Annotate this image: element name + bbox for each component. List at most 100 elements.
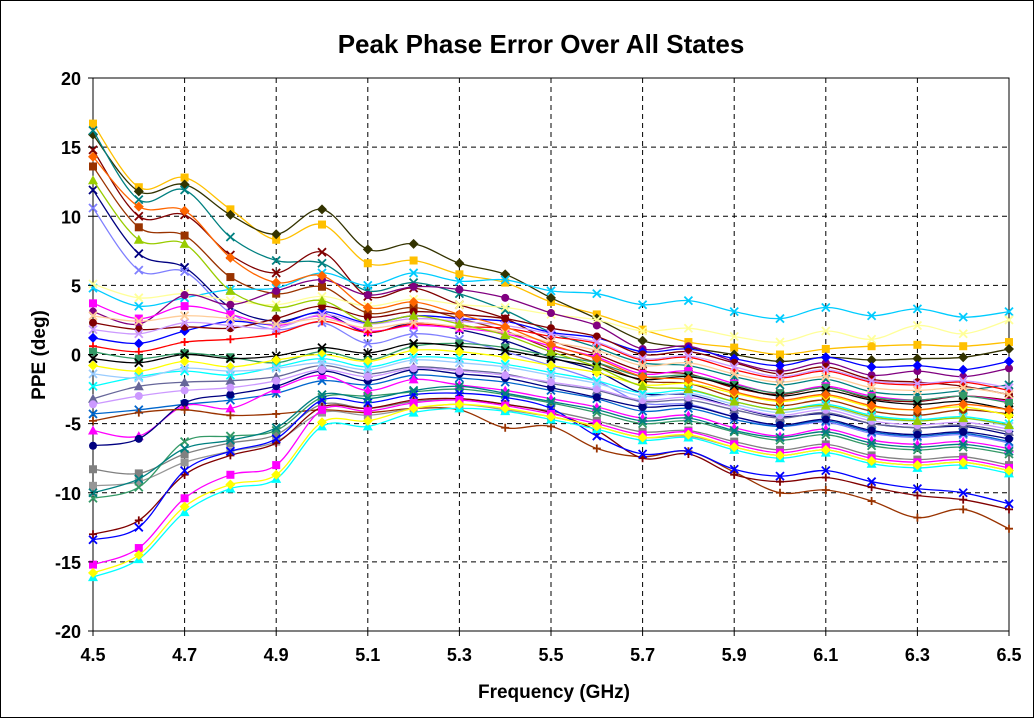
x-tick-label: 6.5: [996, 645, 1021, 665]
data-point: [180, 302, 189, 311]
data-point: [363, 338, 373, 349]
data-point: [729, 307, 739, 317]
x-tick-label: 5.1: [355, 645, 380, 665]
data-point: [179, 363, 190, 373]
data-point: [363, 348, 373, 358]
data-point: [317, 204, 327, 215]
data-point: [958, 329, 968, 339]
series-10: [89, 275, 1013, 381]
chart-title: Peak Phase Error Over All States: [338, 29, 745, 59]
data-point: [409, 256, 418, 265]
data-point: [501, 343, 510, 352]
data-point: [1004, 315, 1014, 325]
data-point: [592, 431, 602, 441]
data-point: [409, 303, 418, 312]
data-point: [547, 324, 555, 333]
data-point: [500, 403, 511, 414]
data-point: [89, 530, 97, 539]
data-point: [363, 309, 372, 318]
data-point: [363, 394, 373, 404]
data-point: [88, 567, 98, 578]
y-axis-label: PPE (deg): [29, 310, 50, 400]
data-point: [591, 353, 602, 364]
data-point: [272, 376, 281, 385]
data-point: [88, 311, 98, 321]
data-point: [867, 393, 876, 402]
data-point: [408, 374, 419, 384]
data-point: [637, 326, 648, 336]
data-point: [546, 396, 556, 407]
data-point: [180, 405, 189, 414]
data-point: [362, 385, 373, 395]
data-point: [684, 353, 693, 362]
data-point: [592, 385, 601, 394]
data-point: [501, 293, 510, 302]
data-point: [409, 282, 418, 291]
data-point: [88, 324, 98, 335]
data-point: [958, 457, 969, 468]
data-point: [180, 470, 189, 479]
data-point: [180, 231, 189, 240]
data-point: [225, 313, 236, 324]
data-point: [912, 399, 923, 409]
data-point: [821, 371, 831, 382]
data-point: [683, 410, 694, 420]
data-point: [89, 400, 97, 409]
data-point: [730, 343, 739, 352]
data-point: [362, 302, 373, 313]
data-point: [134, 347, 143, 356]
data-point: [317, 247, 327, 257]
data-point: [821, 473, 830, 482]
data-point: [546, 292, 556, 303]
data-point: [500, 330, 511, 340]
data-point: [866, 477, 877, 487]
data-point: [501, 423, 510, 432]
data-point: [88, 381, 98, 391]
data-point: [912, 320, 923, 331]
data-point: [179, 185, 190, 195]
data-point: [225, 375, 236, 385]
data-point: [959, 495, 968, 504]
data-point: [88, 409, 98, 419]
data-point: [272, 430, 281, 439]
data-point: [134, 301, 144, 311]
data-point: [866, 411, 877, 421]
y-tick-label: -5: [65, 415, 81, 435]
data-point: [913, 367, 922, 376]
data-point: [592, 378, 602, 389]
data-point: [133, 234, 144, 244]
data-point: [271, 277, 282, 288]
data-point: [272, 235, 281, 244]
data-point: [89, 441, 97, 450]
data-point: [776, 477, 784, 486]
data-point: [179, 318, 190, 328]
data-point: [89, 299, 97, 308]
data-point: [363, 280, 373, 291]
y-tick-label: 0: [71, 346, 81, 366]
data-point: [134, 195, 144, 205]
data-point: [179, 356, 190, 367]
data-point: [408, 338, 419, 349]
data-point: [362, 244, 373, 255]
data-point: [89, 347, 97, 356]
data-point: [730, 470, 739, 479]
data-point: [225, 285, 236, 295]
data-point: [546, 329, 556, 339]
data-point: [547, 422, 555, 431]
data-point: [133, 549, 144, 560]
data-point: [179, 238, 190, 248]
data-point: [912, 483, 923, 494]
data-point: [88, 151, 98, 162]
data-point: [408, 355, 419, 365]
data-point: [363, 328, 372, 337]
data-point: [775, 404, 785, 414]
data-point: [546, 346, 556, 356]
data-point: [775, 471, 785, 481]
x-tick-label: 5.5: [538, 645, 563, 665]
data-point: [271, 355, 282, 366]
data-point: [821, 344, 830, 353]
data-point: [913, 513, 922, 522]
data-point: [546, 339, 556, 350]
data-point: [226, 310, 235, 319]
data-point: [501, 314, 510, 323]
